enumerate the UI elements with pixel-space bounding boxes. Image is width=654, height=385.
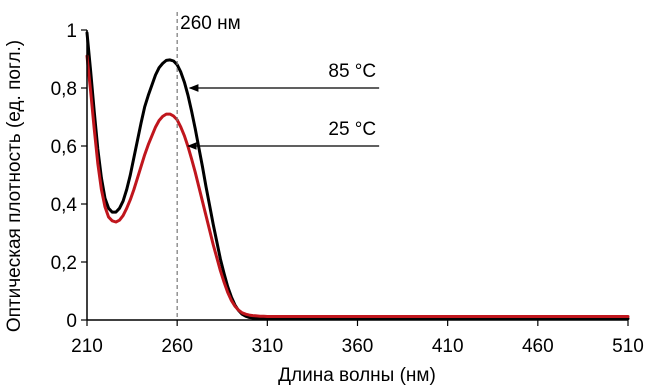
y-tick-label: 1 [66,21,77,42]
y-tick-label: 0,4 [51,195,78,216]
y-tick-label: 0 [66,311,77,332]
reference-line-layer: 260 нм [176,12,241,320]
x-tick-label: 460 [522,336,554,357]
y-axis-title: Оптическая плотность (ед. погл.) [4,40,25,332]
series-line-1 [85,54,630,318]
x-tick-label: 360 [342,336,374,357]
series-line-0 [85,31,630,321]
y-tick-label: 0,2 [51,253,77,274]
x-tick-label: 510 [612,336,644,357]
x-tick-label: 410 [432,336,464,357]
x-axis-title: Длина волны (нм) [278,365,436,385]
x-tick-label: 210 [71,336,103,357]
annotation-label-1: 25 °C [328,119,376,140]
annotation-label-0: 85 °C [328,61,376,82]
y-tick-label: 0,8 [51,79,77,100]
x-tick-label: 260 [161,336,193,357]
reference-line-label: 260 нм [180,13,241,34]
axes-layer: 210 260 310 360 410 460 510 0 0,2 0,4 0,6 0,8 1 [51,21,644,357]
x-tick-label: 310 [251,336,283,357]
series-layer [85,31,630,321]
plot-area: 260 нм 210 260 310 360 410 460 510 0 0,2 0,4 0,6 0,… [51,12,644,357]
annotations-layer: 85 °C 25 °C [187,61,380,150]
y-tick-label: 0,6 [51,137,77,158]
